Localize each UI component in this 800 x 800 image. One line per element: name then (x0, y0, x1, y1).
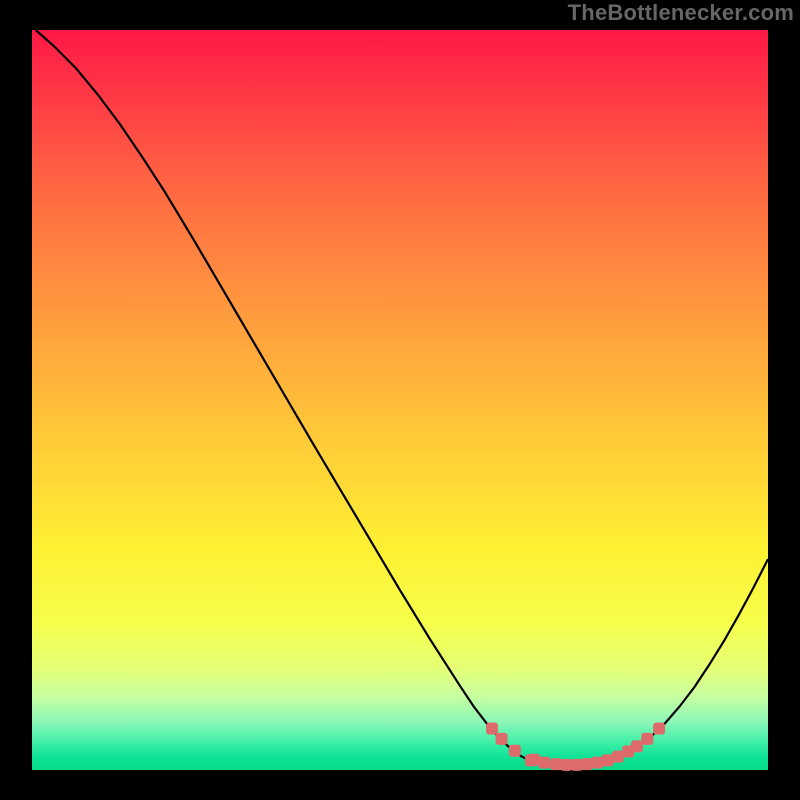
optimal-marker (602, 754, 614, 766)
optimal-marker (496, 733, 508, 745)
optimal-marker (631, 740, 643, 752)
optimal-marker (571, 759, 583, 771)
watermark-text: TheBottlenecker.com (568, 0, 794, 26)
optimal-marker (560, 759, 572, 771)
optimal-marker (538, 757, 550, 769)
optimal-marker (581, 758, 593, 770)
optimal-marker (612, 751, 624, 763)
optimal-marker (653, 723, 665, 735)
optimal-marker (591, 757, 603, 769)
optimal-marker (550, 758, 562, 770)
chart-background-gradient (32, 30, 768, 770)
optimal-marker (641, 733, 653, 745)
bottleneck-chart (0, 0, 800, 800)
optimal-marker (509, 745, 521, 757)
optimal-marker (486, 723, 498, 735)
optimal-marker (528, 754, 540, 766)
